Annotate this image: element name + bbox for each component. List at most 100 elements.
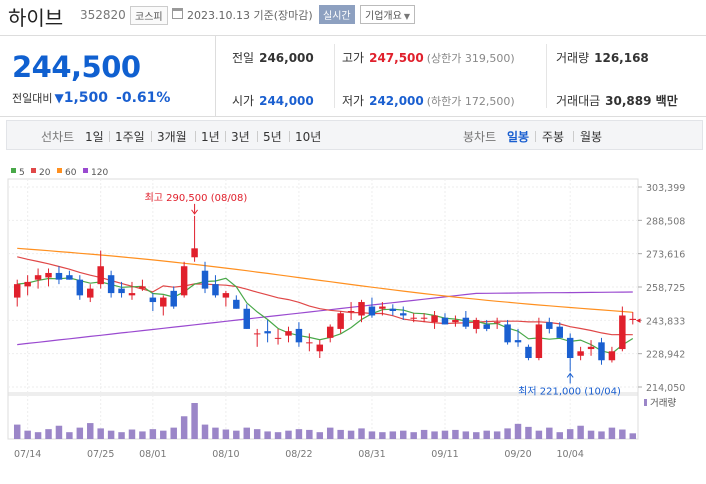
- open-value: 244,000: [259, 94, 314, 108]
- volume-bar: [243, 427, 250, 439]
- tab-weekly[interactable]: 주봉: [542, 130, 565, 144]
- candle-body: [180, 266, 188, 296]
- volume-bar: [285, 430, 292, 439]
- volume-bar: [87, 423, 94, 439]
- tab-10years[interactable]: 10년: [295, 130, 322, 144]
- x-tick-label: 08/10: [212, 449, 239, 460]
- volume-bar: [212, 427, 219, 439]
- tab-daily[interactable]: 일봉: [507, 130, 530, 144]
- candle-body: [160, 297, 167, 307]
- volume-bar: [201, 424, 209, 439]
- change-value: 1,500: [63, 90, 109, 106]
- candle-body: [514, 340, 522, 343]
- candle-body: [295, 328, 303, 343]
- candle-body: [546, 322, 553, 329]
- candle-body: [566, 337, 574, 359]
- price-change: 전일대비 ▼1,500 -0.61%: [12, 90, 170, 106]
- volume-bar: [295, 429, 303, 439]
- volume-bar: [233, 430, 240, 439]
- volume-bar: [452, 429, 459, 439]
- ma20-line: [17, 256, 633, 336]
- candle-body: [139, 286, 146, 289]
- volume-bar: [118, 432, 125, 439]
- volume-bar: [483, 430, 490, 439]
- candle-body: [389, 308, 397, 312]
- high-cell: 고가 247,500 (상한가 319,500): [342, 49, 515, 66]
- volume-bar: [619, 429, 626, 439]
- x-tick-label: 09/20: [504, 449, 531, 460]
- upper-limit: (상한가 319,500): [426, 52, 515, 65]
- volume-bar: [13, 424, 21, 439]
- volume-bar: [326, 427, 334, 439]
- candle-body: [170, 290, 177, 307]
- candle-body: [368, 306, 376, 316]
- min-annotation: 최저 221,000 (10/04): [518, 385, 621, 397]
- volume-bar: [45, 429, 52, 439]
- y-tick-label: 243,833: [646, 316, 685, 327]
- volume-bar: [566, 429, 574, 439]
- candle-body: [274, 337, 282, 339]
- legend-label-20: 20: [39, 168, 51, 178]
- volume-bar: [274, 432, 282, 439]
- divider: [573, 131, 574, 142]
- candle-body: [452, 319, 459, 323]
- price-panel-frame: [7, 178, 639, 396]
- current-price: 244,500: [12, 50, 141, 84]
- y-tick-label: 214,050: [646, 383, 685, 394]
- volume-bar: [525, 426, 532, 439]
- volume-bar: [180, 416, 188, 439]
- divider: [151, 131, 152, 142]
- company-overview-label: 기업개요: [365, 11, 402, 22]
- candle-body: [577, 351, 584, 356]
- y-tick-label: 273,616: [646, 250, 685, 261]
- legend-label-120: 120: [91, 168, 108, 178]
- volume-bar: [400, 430, 407, 439]
- candle-body: [24, 281, 31, 287]
- tab-1year[interactable]: 1년: [201, 130, 220, 144]
- candle-body: [97, 266, 104, 285]
- volume-bar: [160, 430, 167, 439]
- candle-body: [587, 346, 595, 350]
- amount-value: 30,889 백만: [605, 94, 678, 108]
- candle-body: [201, 270, 209, 289]
- candle-body: [118, 288, 125, 294]
- tab-3months[interactable]: 3개월: [157, 130, 187, 144]
- high-value: 247,500: [369, 51, 424, 65]
- prev-close-value: 246,000: [259, 51, 314, 65]
- volume-bar: [107, 430, 115, 439]
- tab-3years[interactable]: 3년: [231, 130, 250, 144]
- change-percent: -0.61%: [116, 90, 171, 106]
- volume-cell: 거래량 126,168: [556, 49, 649, 66]
- volume-bar: [149, 429, 157, 439]
- volume-bar: [556, 432, 563, 439]
- y-tick-label: 288,508: [646, 216, 685, 227]
- candlestick-chart[interactable]: 5 20 60 120 303,399 288,508 273,616 258,725 243,…: [0, 165, 706, 484]
- volume-bar: [191, 403, 198, 439]
- ma120-line: [17, 291, 633, 346]
- volume-bar: [128, 429, 136, 439]
- volume-bar: [170, 427, 177, 439]
- candle-body: [483, 324, 490, 329]
- x-tick-label: 10/04: [556, 449, 583, 460]
- tab-1week[interactable]: 1주일: [115, 130, 145, 144]
- realtime-button[interactable]: 실시간: [319, 5, 355, 24]
- x-tick-label: 09/11: [431, 449, 458, 460]
- tab-monthly[interactable]: 월봉: [580, 130, 603, 144]
- candle-body: [379, 306, 386, 309]
- volume-bar: [337, 429, 344, 439]
- x-tick-label: 08/22: [285, 449, 312, 460]
- company-overview-dropdown[interactable]: 기업개요 ▼: [360, 5, 415, 24]
- candle-body: [493, 322, 501, 324]
- x-tick-label: 07/25: [87, 449, 114, 460]
- ma60-line: [17, 247, 633, 313]
- tab-1day[interactable]: 1일: [85, 130, 104, 144]
- divider: [195, 131, 196, 142]
- x-tick-label: 08/31: [358, 449, 385, 460]
- current-price-marker: ◂: [636, 316, 641, 326]
- divider: [109, 131, 110, 142]
- legend-label-5: 5: [19, 168, 25, 178]
- low-cell: 저가 242,000 (하한가 172,500): [342, 92, 515, 109]
- tab-5years[interactable]: 5년: [263, 130, 282, 144]
- volume-bar: [379, 432, 386, 439]
- candle-body: [233, 299, 240, 309]
